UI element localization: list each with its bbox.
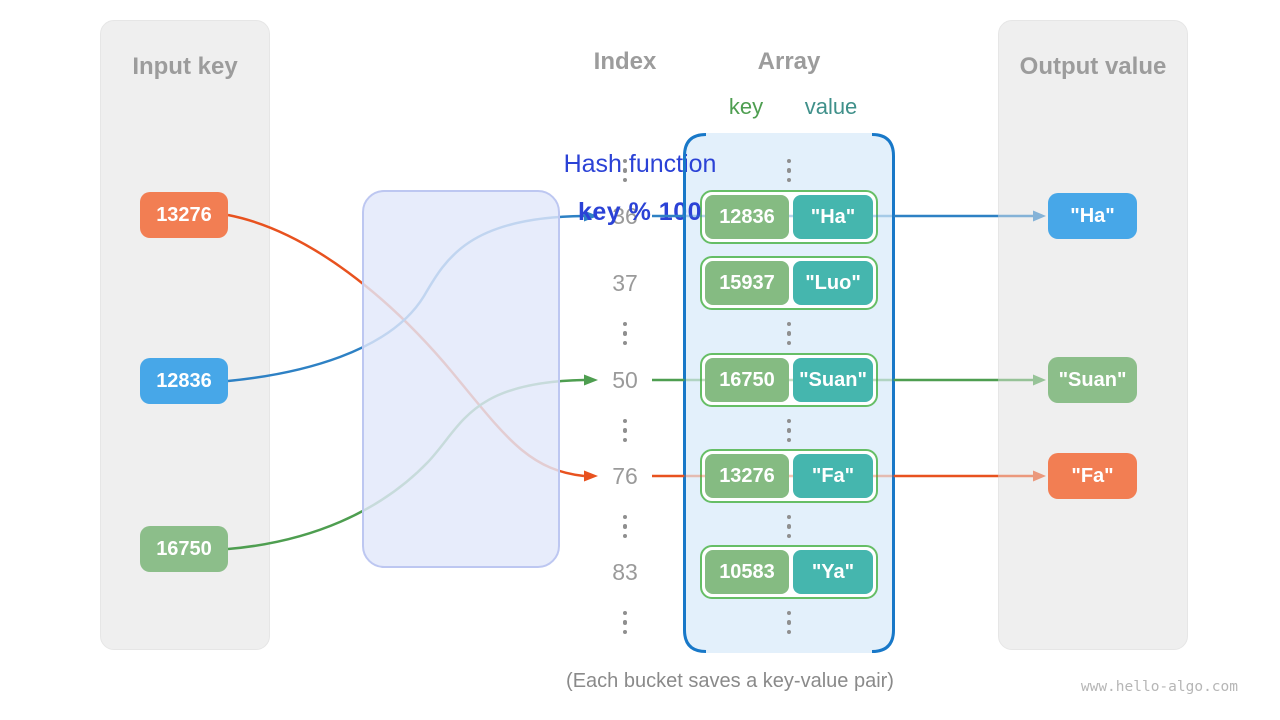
hash-function-formula: key % 100 xyxy=(577,198,703,226)
diagram-caption: (Each bucket saves a key-value pair) xyxy=(566,670,894,692)
ellipsis xyxy=(622,416,628,445)
output-value-box: "Ha" xyxy=(1048,193,1137,239)
array-column-header: Array xyxy=(757,48,821,75)
input-key-box: 13276 xyxy=(140,192,228,238)
input-key-box: 12836 xyxy=(140,358,228,404)
bucket-row: 16750 "Suan" xyxy=(700,353,878,407)
input-panel-title: Input key xyxy=(132,53,238,80)
bucket-row: 12836 "Ha" xyxy=(700,190,878,244)
array-key-label: key xyxy=(728,94,764,119)
watermark: www.hello-algo.com xyxy=(1080,679,1238,695)
output-panel-title: Output value xyxy=(1019,53,1167,80)
index-column-header: Index xyxy=(593,48,657,75)
bucket-row: 10583 "Ya" xyxy=(700,545,878,599)
ellipsis xyxy=(786,156,792,185)
output-value-box: "Suan" xyxy=(1048,357,1137,403)
bucket-value: "Luo" xyxy=(793,261,873,305)
hash-function-label: Hash function xyxy=(563,150,717,178)
array-value-label: value xyxy=(804,94,858,119)
ellipsis xyxy=(786,512,792,541)
ellipsis xyxy=(786,608,792,637)
index-value: 83 xyxy=(612,559,638,585)
input-key-box: 16750 xyxy=(140,526,228,572)
index-value: 37 xyxy=(612,270,638,296)
bucket-row: 15937 "Luo" xyxy=(700,256,878,310)
hash-function-box xyxy=(362,190,560,568)
bucket-value: "Ha" xyxy=(793,195,873,239)
ellipsis xyxy=(786,416,792,445)
output-value-panel: Output value xyxy=(998,20,1188,650)
bucket-key: 13276 xyxy=(705,454,789,498)
output-value-box: "Fa" xyxy=(1048,453,1137,499)
bucket-key: 15937 xyxy=(705,261,789,305)
bucket-key: 12836 xyxy=(705,195,789,239)
ellipsis xyxy=(622,156,628,185)
bucket-value: "Suan" xyxy=(793,358,873,402)
bucket-key: 16750 xyxy=(705,358,789,402)
ellipsis xyxy=(786,319,792,348)
index-value: 36 xyxy=(612,203,638,229)
ellipsis xyxy=(622,319,628,348)
index-value: 76 xyxy=(612,463,638,489)
bucket-row: 13276 "Fa" xyxy=(700,449,878,503)
bucket-value: "Ya" xyxy=(793,550,873,594)
bucket-key: 10583 xyxy=(705,550,789,594)
index-value: 50 xyxy=(612,367,638,393)
ellipsis xyxy=(622,608,628,637)
ellipsis xyxy=(622,512,628,541)
bucket-value: "Fa" xyxy=(793,454,873,498)
